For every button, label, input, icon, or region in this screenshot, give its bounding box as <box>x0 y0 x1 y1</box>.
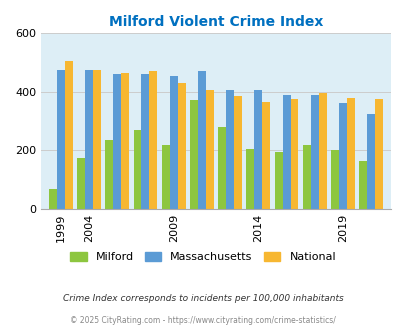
Bar <box>85 70 93 209</box>
Bar <box>233 96 241 209</box>
Bar <box>105 140 113 209</box>
Bar <box>330 150 338 209</box>
Bar <box>57 70 64 209</box>
Bar <box>177 83 185 209</box>
Bar <box>169 76 177 209</box>
Bar <box>318 93 326 209</box>
Text: © 2025 CityRating.com - https://www.cityrating.com/crime-statistics/: © 2025 CityRating.com - https://www.city… <box>70 316 335 325</box>
Bar <box>49 189 57 209</box>
Bar <box>302 145 310 209</box>
Bar <box>162 145 169 209</box>
Bar <box>190 101 198 209</box>
Bar <box>358 161 367 209</box>
Bar <box>274 152 282 209</box>
Bar <box>149 71 157 209</box>
Bar <box>121 73 129 209</box>
Bar <box>290 99 298 209</box>
Bar <box>367 114 374 209</box>
Bar <box>338 103 346 209</box>
Title: Milford Violent Crime Index: Milford Violent Crime Index <box>109 15 322 29</box>
Bar <box>133 130 141 209</box>
Bar <box>262 102 269 209</box>
Bar <box>282 95 290 209</box>
Bar <box>93 70 100 209</box>
Text: Crime Index corresponds to incidents per 100,000 inhabitants: Crime Index corresponds to incidents per… <box>62 294 343 303</box>
Bar <box>254 90 262 209</box>
Bar <box>64 61 72 209</box>
Bar <box>374 99 382 209</box>
Bar <box>113 74 121 209</box>
Bar <box>198 71 205 209</box>
Bar <box>246 149 254 209</box>
Bar <box>218 127 226 209</box>
Bar <box>141 74 149 209</box>
Bar <box>77 158 85 209</box>
Bar <box>346 98 354 209</box>
Bar <box>226 90 233 209</box>
Legend: Milford, Massachusetts, National: Milford, Massachusetts, National <box>65 248 340 267</box>
Bar <box>310 95 318 209</box>
Bar <box>205 90 213 209</box>
